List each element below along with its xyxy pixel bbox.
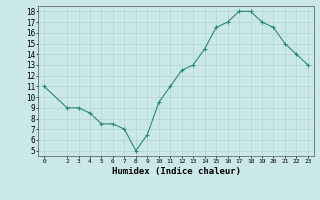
X-axis label: Humidex (Indice chaleur): Humidex (Indice chaleur)	[111, 167, 241, 176]
